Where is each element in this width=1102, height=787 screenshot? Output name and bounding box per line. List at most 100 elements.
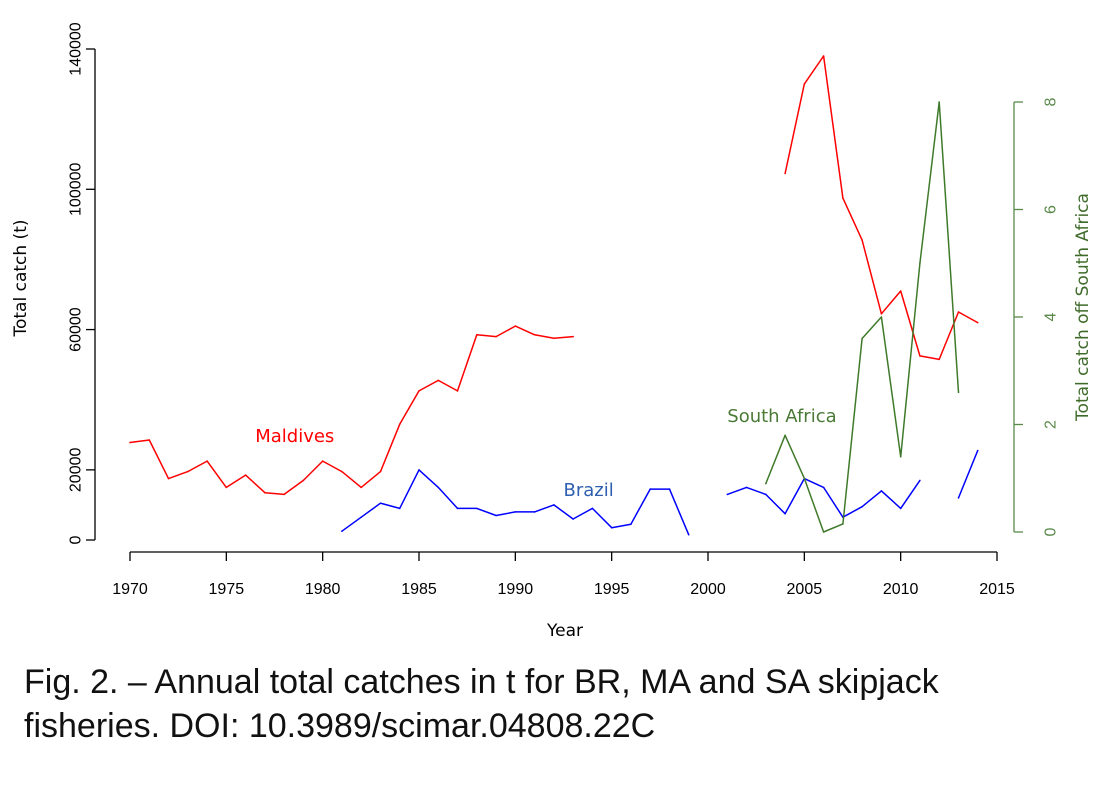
right-tick-label: 4	[1043, 312, 1060, 321]
y-axis-title: Total catch (t)	[11, 220, 31, 338]
south-africa-data-point	[880, 316, 883, 318]
caption-line-1: Fig. 2. – Annual total catches in t for …	[24, 663, 939, 701]
maldives-data-point	[206, 460, 208, 462]
south-africa-data-point	[899, 456, 902, 458]
brazil-data-point	[861, 505, 863, 508]
right-tick-label: 6	[1043, 205, 1060, 214]
line-chart: 0 20000 60000 100000 140000 0 2 4 6 8 1970 1975 19…	[11, 22, 1093, 641]
maldives-data-point	[148, 439, 151, 441]
brazil-data-point	[553, 504, 555, 506]
x-tick-label: 2015	[979, 581, 1015, 598]
maldives-data-point	[553, 337, 555, 340]
maldives-series-line	[129, 325, 574, 496]
maldives-data-point	[341, 470, 343, 473]
x-tick-label: 1970	[112, 581, 148, 598]
brazil-data-point	[745, 486, 748, 489]
brazil-data-point	[919, 479, 921, 482]
left-tick-label: 100000	[68, 162, 85, 215]
brazil-label: Brazil	[564, 480, 614, 501]
maldives-label: Maldives	[255, 426, 334, 447]
right-tick-label: 8	[1043, 97, 1060, 106]
maldives-data-point	[514, 325, 517, 327]
south-africa-data-point	[861, 337, 863, 340]
brazil-data-point	[341, 530, 343, 532]
right-tick-label: 0	[1043, 527, 1060, 536]
south-africa-data-point	[803, 477, 806, 480]
maldives-data-point	[283, 493, 285, 496]
south-africa-data-point	[957, 391, 960, 394]
left-tick-label: 0	[68, 535, 85, 544]
brazil-data-point	[822, 486, 825, 489]
brazil-data-point	[880, 490, 883, 492]
south-africa-data-point	[938, 101, 940, 103]
brazil-data-point	[784, 512, 786, 515]
maldives-data-point	[225, 486, 228, 489]
brazil-data-point	[514, 511, 517, 513]
maldives-data-point	[495, 335, 497, 338]
brazil-data-point	[726, 493, 729, 496]
x-tick-label: 2000	[690, 581, 726, 598]
figure-caption: Fig. 2. – Annual total catches in t for …	[24, 660, 1094, 748]
left-y-axis: 0 20000 60000 100000 140000	[68, 22, 96, 544]
maldives-data-point	[861, 239, 863, 241]
left-tick-label: 60000	[68, 307, 85, 352]
brazil-data-point	[630, 523, 632, 525]
brazil-data-point	[649, 488, 651, 490]
maldives-data-point	[456, 390, 459, 392]
brazil-data-point	[765, 493, 767, 496]
maldives-data-point	[244, 474, 247, 476]
caption-line-2: fisheries. DOI: 10.3989/scimar.04808.22C	[24, 707, 656, 745]
maldives-data-point	[398, 423, 401, 426]
brazil-data-point	[687, 533, 690, 536]
brazil-data-point	[957, 497, 960, 499]
y2-axis-title: Total catch off South Africa	[1073, 193, 1093, 422]
south-africa-data-point	[784, 434, 786, 437]
maldives-data-point	[919, 355, 921, 357]
maldives-data-point	[957, 311, 960, 313]
brazil-data-point	[572, 518, 574, 520]
left-tick-label: 140000	[68, 22, 85, 75]
right-tick-label: 2	[1043, 420, 1060, 429]
maldives-data-point	[476, 334, 478, 336]
maldives-data-point	[572, 335, 574, 338]
x-tick-label: 2010	[883, 581, 919, 598]
brazil-data-point	[495, 514, 497, 517]
x-axis: 1970 1975 1980 1985 1990 1995 2000 2005 2010 2015	[112, 551, 1015, 598]
maldives-data-point	[533, 334, 536, 336]
maldives-data-point	[360, 486, 363, 489]
maldives-data-point	[803, 83, 806, 85]
south-africa-data-point	[919, 262, 921, 265]
x-tick-label: 1980	[305, 581, 341, 598]
brazil-data-point	[437, 486, 440, 489]
brazil-data-point	[456, 507, 459, 510]
brazil-data-point	[379, 502, 382, 505]
x-tick-label: 2005	[787, 581, 823, 598]
brazil-data-point	[533, 511, 536, 513]
brazil-series-line	[957, 450, 979, 499]
south-africa-data-point	[822, 531, 825, 533]
maldives-data-point	[938, 358, 940, 361]
maldives-data-point	[129, 441, 131, 444]
left-tick-label: 20000	[68, 448, 85, 493]
maldives-data-point	[822, 55, 825, 57]
maldives-data-point	[899, 290, 902, 292]
maldives-data-point	[321, 460, 324, 462]
maldives-data-point	[187, 470, 189, 473]
brazil-series-line	[341, 469, 690, 535]
maldives-data-point	[976, 321, 979, 324]
brazil-data-point	[668, 488, 671, 490]
x-tick-label: 1975	[209, 581, 245, 598]
south-africa-label: South Africa	[727, 406, 836, 427]
x-axis-title: Year	[546, 621, 583, 641]
brazil-series-line	[727, 477, 921, 518]
labels-layer: Maldives Brazil South Africa	[255, 406, 836, 501]
maldives-data-point	[880, 313, 883, 315]
maldives-data-point	[437, 379, 440, 382]
brazil-data-point	[610, 526, 613, 529]
maldives-data-point	[167, 477, 170, 480]
maldives-data-point	[264, 491, 266, 494]
right-y-axis: 0 2 4 6 8	[1013, 97, 1060, 536]
maldives-data-point	[842, 197, 844, 199]
maldives-data-point	[418, 390, 420, 392]
brazil-data-point	[899, 507, 902, 510]
